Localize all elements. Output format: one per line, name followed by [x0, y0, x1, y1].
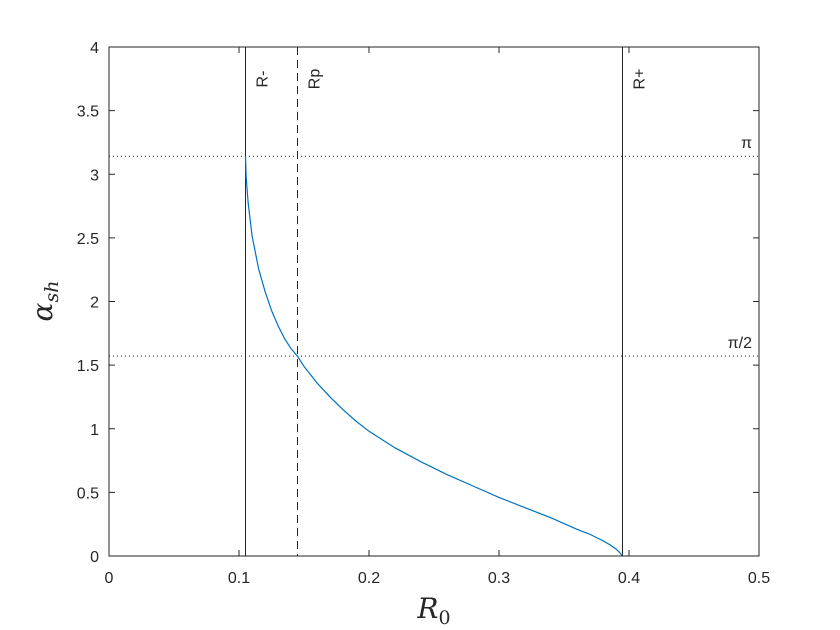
vline-label-0: R-	[255, 71, 272, 88]
y-tick-label: 3	[90, 167, 99, 184]
x-tick-label: 0.4	[618, 570, 640, 587]
y-tick-label: 0	[90, 549, 99, 566]
x-tick-label: 0.2	[358, 570, 380, 587]
y-tick-label: 1	[90, 422, 99, 439]
plot-area	[109, 47, 759, 556]
y-tick-label: 2	[90, 295, 99, 312]
x-tick-label: 0.5	[748, 570, 770, 587]
hline-label-1: π/2	[728, 335, 752, 352]
y-axis-title-main: α	[26, 302, 59, 321]
series-line-0	[244, 156, 623, 557]
x-tick-label: 0.3	[488, 570, 510, 587]
y-axis-title-subscript: sh	[41, 281, 63, 303]
vline-label-2: R+	[632, 69, 649, 90]
y-tick-label: 2.5	[77, 231, 99, 248]
reference-lines	[109, 47, 759, 556]
y-axis-title: αsh	[26, 281, 63, 322]
ticks: 0 0.1 0.2 0.3 0.4 0.5 0 0.5 1 1.5 2 2.5 3 3.5 4	[77, 40, 770, 587]
hline-label-0: π	[741, 135, 752, 152]
annotations: π π/2 R- Rp R+	[255, 69, 753, 353]
x-axis-title: R0	[416, 592, 450, 629]
x-axis-title-subscript: 0	[439, 607, 451, 629]
y-tick-label: 3.5	[77, 104, 99, 121]
y-tick-label: 4	[90, 40, 99, 57]
x-tick-label: 0	[105, 570, 114, 587]
y-tick-label: 1.5	[77, 358, 99, 375]
x-tick-label: 0.1	[228, 570, 250, 587]
data-series	[244, 156, 623, 557]
vline-label-1: Rp	[307, 69, 324, 90]
x-axis-title-main: R	[416, 592, 438, 625]
y-tick-label: 0.5	[77, 485, 99, 502]
